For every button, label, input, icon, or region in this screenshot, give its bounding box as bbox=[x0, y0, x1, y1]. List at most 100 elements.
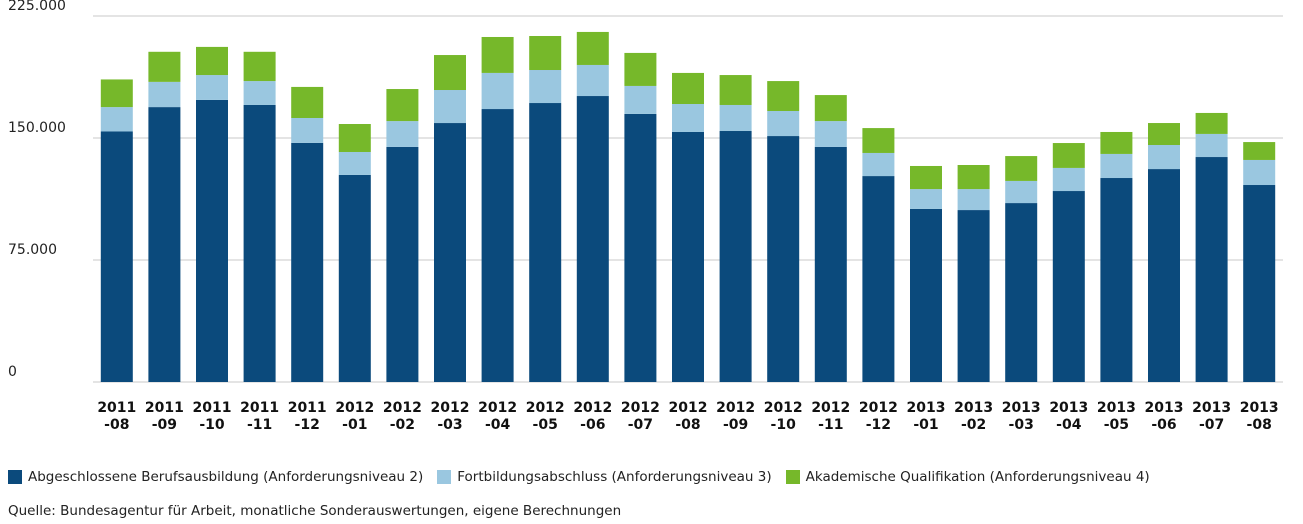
bar-segment bbox=[338, 174, 371, 382]
bar-segment bbox=[338, 124, 371, 152]
x-tick-label: 2012 -02 bbox=[382, 400, 422, 433]
bar-segment bbox=[100, 79, 133, 108]
bar-segment bbox=[576, 64, 609, 97]
bar-segment bbox=[767, 81, 800, 111]
bar-segment bbox=[100, 131, 133, 382]
bar-segment bbox=[434, 123, 466, 382]
bar-segment bbox=[1148, 123, 1180, 145]
bar-segment bbox=[1195, 133, 1228, 158]
legend-item: Fortbildungsabschluss (Anforderungsnivea… bbox=[437, 469, 772, 485]
bar-segment bbox=[672, 104, 704, 132]
bar-segment bbox=[1052, 143, 1085, 168]
x-tick-label: 2013 -05 bbox=[1096, 400, 1136, 433]
bar-segment bbox=[196, 99, 228, 382]
bar-segment bbox=[196, 46, 228, 76]
bar-segment bbox=[386, 146, 419, 382]
x-tick-label: 2011 -08 bbox=[97, 400, 137, 433]
bar-segment bbox=[719, 75, 752, 105]
bar-segment bbox=[719, 131, 752, 382]
bar-segment bbox=[1100, 178, 1133, 382]
x-tick-label: 2012 -10 bbox=[763, 400, 803, 433]
x-tick-label: 2012 -08 bbox=[668, 400, 708, 433]
bar-segment bbox=[529, 36, 562, 71]
bar-segment bbox=[1005, 156, 1038, 181]
bar-segment bbox=[910, 208, 942, 382]
legend-label: Akademische Qualifikation (Anforderungsn… bbox=[805, 469, 1150, 485]
x-tick-label: 2011 -11 bbox=[240, 400, 280, 433]
bar-segment bbox=[624, 113, 657, 383]
bar-segment bbox=[291, 117, 324, 143]
x-tick-label: 2013 -04 bbox=[1049, 400, 1089, 433]
x-tick-label: 2011 -12 bbox=[287, 400, 327, 433]
bar-segment bbox=[862, 176, 895, 382]
bar-segment bbox=[291, 86, 324, 118]
bar-segment bbox=[1243, 185, 1276, 382]
x-tick-label: 2012 -05 bbox=[525, 400, 565, 433]
bar-segment bbox=[243, 51, 276, 82]
bar-segment bbox=[529, 103, 562, 382]
bar-segment bbox=[386, 121, 419, 147]
x-tick-label: 2012 -01 bbox=[335, 400, 375, 433]
bar-segment bbox=[814, 95, 847, 122]
legend-item: Akademische Qualifikation (Anforderungsn… bbox=[785, 469, 1150, 485]
bar-segment bbox=[148, 81, 181, 108]
y-tick-label: 75.000 bbox=[8, 242, 57, 258]
legend-swatch bbox=[437, 470, 452, 484]
legend-item: Abgeschlossene Berufsausbildung (Anforde… bbox=[8, 469, 423, 485]
bar-segment bbox=[1243, 142, 1276, 160]
bar-segment bbox=[1052, 191, 1085, 382]
bar-segment bbox=[1195, 112, 1228, 134]
bar-segment bbox=[624, 85, 657, 114]
bar-segment bbox=[148, 51, 181, 82]
bar-segment bbox=[481, 109, 514, 382]
x-tick-label: 2013 -01 bbox=[906, 400, 946, 433]
legend-swatch bbox=[8, 470, 22, 484]
bar-segment bbox=[243, 81, 276, 105]
bar-segment bbox=[672, 131, 704, 382]
x-tick-label: 2011 -10 bbox=[192, 400, 232, 433]
bar-segment bbox=[767, 110, 800, 137]
legend-label: Fortbildungsabschluss (Anforderungsnivea… bbox=[457, 469, 772, 485]
bar-segment bbox=[243, 104, 276, 382]
bar-segment bbox=[291, 142, 324, 382]
x-tick-label: 2012 -09 bbox=[716, 400, 756, 433]
bar-segment bbox=[100, 107, 133, 132]
y-tick-label: 0 bbox=[8, 364, 17, 380]
bar-segment bbox=[814, 146, 847, 382]
bar-segment bbox=[529, 70, 562, 104]
x-tick-label: 2012 -04 bbox=[478, 400, 518, 433]
legend-label: Abgeschlossene Berufsausbildung (Anforde… bbox=[28, 469, 424, 485]
bar-segment bbox=[1005, 180, 1038, 204]
bar-segment bbox=[576, 31, 609, 65]
bar-segment bbox=[338, 151, 371, 175]
bar-segment bbox=[957, 210, 990, 382]
x-tick-label: 2013 -02 bbox=[954, 400, 994, 433]
bar-segment bbox=[1100, 153, 1133, 179]
bar-segment bbox=[148, 107, 181, 383]
bar-segment bbox=[1100, 131, 1133, 154]
bar-segment bbox=[1148, 169, 1180, 382]
bar-segment bbox=[196, 75, 228, 100]
bar-segment bbox=[1052, 167, 1085, 192]
x-tick-label: 2012 -03 bbox=[430, 400, 470, 433]
x-tick-label: 2013 -03 bbox=[1001, 400, 1041, 433]
bar-segment bbox=[576, 96, 609, 383]
bar-segment bbox=[481, 36, 514, 73]
bar-segment bbox=[910, 189, 942, 209]
bar-segment bbox=[481, 72, 514, 110]
bar-segment bbox=[386, 89, 419, 122]
y-tick-label: 150.000 bbox=[8, 120, 66, 136]
legend: Abgeschlossene Berufsausbildung (Anforde… bbox=[8, 469, 1150, 485]
bar-segment bbox=[957, 165, 990, 190]
x-tick-label: 2013 -07 bbox=[1192, 400, 1232, 433]
bar-segment bbox=[910, 165, 942, 190]
bar-segment bbox=[1148, 144, 1180, 170]
source: Quelle: Bundesagentur für Arbeit, monatl… bbox=[8, 503, 622, 519]
bar-segment bbox=[434, 90, 466, 124]
bar-segment bbox=[957, 189, 990, 211]
bar-segment bbox=[1243, 159, 1276, 186]
bar-segment bbox=[624, 52, 657, 86]
x-tick-label: 2012 -07 bbox=[620, 400, 660, 433]
